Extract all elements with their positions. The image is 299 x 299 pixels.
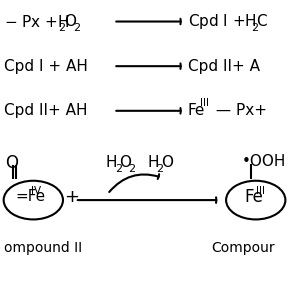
Text: 2: 2 [128,164,135,174]
Text: +: + [65,188,80,206]
Text: 2: 2 [115,164,122,174]
Text: H: H [106,155,118,170]
Text: •OOH: •OOH [242,155,286,170]
Text: Cpd II+ AH: Cpd II+ AH [4,103,87,118]
Text: Compour: Compour [211,241,275,255]
Text: $-$ Px $+$H: $-$ Px $+$H [4,13,69,30]
Text: O: O [161,155,173,170]
Text: O: O [5,154,18,172]
Text: — Px+: — Px+ [211,103,267,118]
Text: Cpd I $+$H: Cpd I $+$H [187,12,257,31]
Text: H: H [147,155,159,170]
Text: ompound II: ompound II [4,241,82,255]
Text: C: C [256,14,267,29]
Text: 2: 2 [59,23,66,33]
Text: IV: IV [31,186,41,196]
Text: III: III [200,98,209,108]
Text: 2: 2 [156,164,164,174]
Text: O: O [65,14,77,29]
Text: 2: 2 [251,23,258,33]
Text: Cpd II+ A: Cpd II+ A [187,59,260,74]
Text: =Fe: =Fe [15,189,45,204]
Text: Fe: Fe [187,103,205,118]
Text: Fe: Fe [244,187,263,205]
Text: III: III [256,186,265,196]
Text: O: O [119,155,131,170]
Text: Cpd I + AH: Cpd I + AH [4,59,88,74]
Text: 2: 2 [73,23,80,33]
